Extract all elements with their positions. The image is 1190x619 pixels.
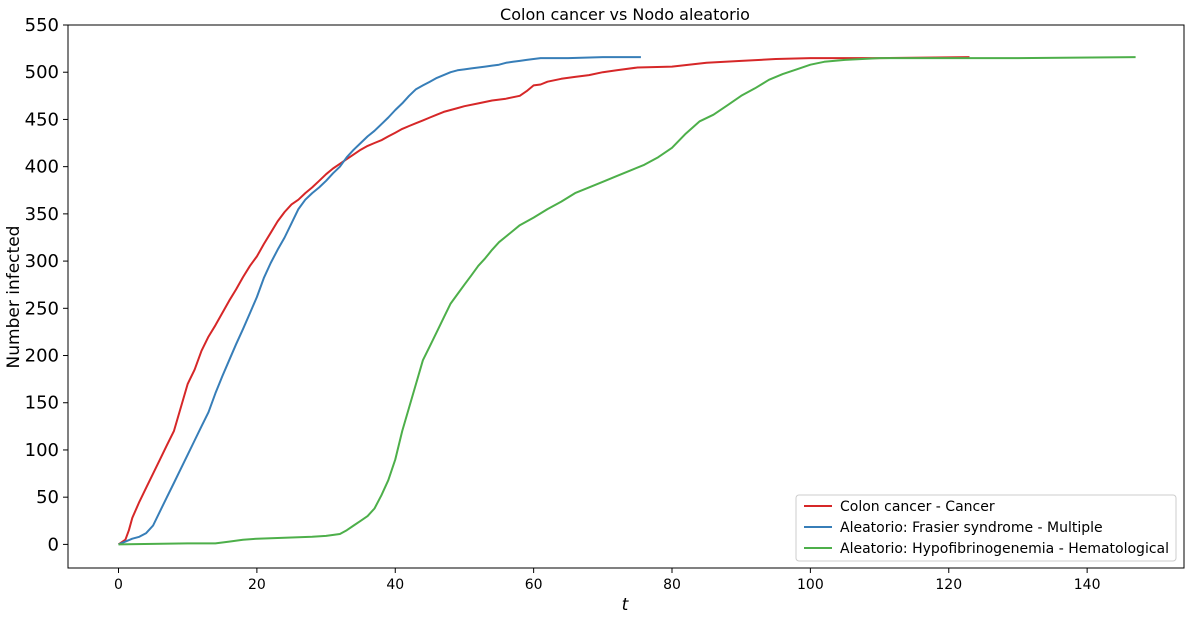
x-tick-label: 80	[663, 577, 681, 593]
x-tick-label: 0	[114, 577, 123, 593]
y-tick-label: 100	[25, 440, 59, 461]
plot-area	[117, 56, 1136, 546]
legend-label: Aleatorio: Hypofibrinogenemia - Hematolo…	[840, 541, 1169, 557]
x-axis: 0 20 40 60 80 100 120 140	[114, 568, 1101, 593]
x-tick-label: 20	[248, 577, 266, 593]
x-tick-label: 120	[935, 577, 962, 593]
chart-title: Colon cancer vs Nodo aleatorio	[500, 5, 750, 24]
y-tick-label: 200	[25, 346, 59, 367]
x-tick-label: 140	[1074, 577, 1101, 593]
y-tick-label: 300	[25, 251, 59, 272]
axes-frame	[67, 24, 1185, 569]
y-tick-label: 350	[25, 204, 59, 225]
y-tick-label: 0	[48, 534, 59, 555]
y-tick-label: 50	[36, 487, 59, 508]
y-tick-label: 150	[25, 393, 59, 414]
series-line-3	[118, 56, 1136, 546]
legend-label: Aleatorio: Frasier syndrome - Multiple	[840, 520, 1103, 536]
x-tick-label: 40	[386, 577, 404, 593]
y-tick-label: 550	[25, 15, 59, 36]
legend-label: Colon cancer - Cancer	[840, 499, 995, 515]
legend: Colon cancer - Cancer Aleatorio: Frasier …	[795, 494, 1177, 562]
x-tick-label: 100	[797, 577, 824, 593]
series-line-2	[118, 56, 641, 546]
y-tick-label: 450	[25, 109, 59, 130]
y-tick-label: 500	[25, 62, 59, 83]
series-line-1	[117, 56, 970, 546]
x-axis-label: t	[622, 595, 630, 615]
legend-box	[795, 494, 1177, 562]
y-tick-label: 250	[25, 298, 59, 319]
y-axis: 0 50 100 150 200 250 300 350 400 450 500 550	[25, 15, 68, 555]
y-axis-label: Number infected	[4, 226, 24, 369]
y-tick-label: 400	[25, 157, 59, 178]
x-tick-label: 60	[525, 577, 543, 593]
